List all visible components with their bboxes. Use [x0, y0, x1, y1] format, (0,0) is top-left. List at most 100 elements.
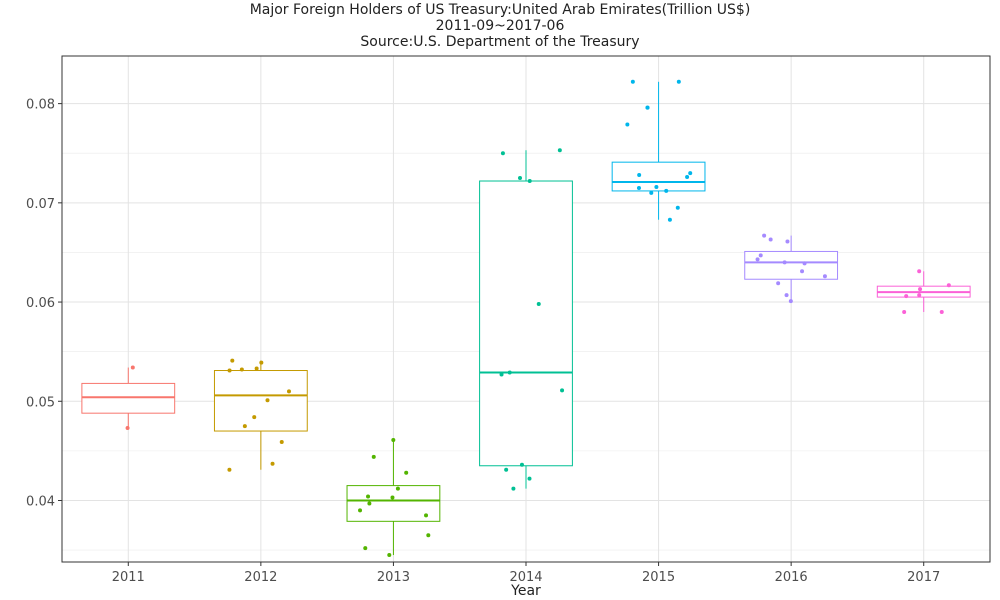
data-point — [230, 358, 235, 363]
y-tick-label: 0.06 — [26, 296, 55, 311]
chart-title: Major Foreign Holders of US Treasury:Uni… — [249, 2, 751, 18]
data-point — [917, 293, 922, 298]
data-point — [227, 467, 232, 472]
data-point — [366, 494, 371, 499]
data-point — [768, 237, 773, 242]
data-point — [918, 287, 923, 292]
box-iqr — [479, 180, 573, 467]
data-point — [636, 185, 641, 190]
data-point — [800, 269, 805, 274]
data-point — [426, 533, 431, 538]
x-tick-label: 2013 — [377, 570, 410, 585]
x-tick-label: 2017 — [907, 570, 940, 585]
box-2017 — [876, 271, 971, 312]
data-point — [259, 360, 264, 365]
data-point — [902, 309, 907, 314]
box-2011 — [81, 367, 176, 429]
data-point — [265, 398, 270, 403]
data-point — [227, 368, 232, 373]
data-point — [358, 508, 363, 513]
data-point — [125, 426, 130, 431]
data-point — [504, 467, 509, 472]
boxes — [81, 81, 971, 556]
data-point — [363, 546, 368, 551]
data-point — [784, 293, 789, 298]
data-point — [762, 233, 767, 238]
data-point — [239, 367, 244, 372]
data-point — [904, 294, 909, 299]
data-point — [391, 437, 396, 442]
data-point — [519, 462, 524, 467]
x-tick-label: 2014 — [509, 570, 542, 585]
data-point — [788, 299, 793, 304]
box-2016 — [744, 235, 839, 302]
data-point — [527, 179, 532, 184]
data-point — [242, 424, 247, 429]
chart-titles: Major Foreign Holders of US Treasury:Uni… — [0, 2, 1000, 50]
data-point — [645, 105, 650, 110]
axes: 0.04 0.05 0.06 0.07 0.08 2011 2012 2013 2014 2015… — [26, 98, 940, 585]
data-point — [252, 415, 257, 420]
data-point — [625, 122, 630, 127]
data-point — [776, 281, 781, 286]
data-point — [675, 205, 680, 210]
data-point — [286, 389, 291, 394]
data-point — [939, 309, 944, 314]
x-axis-title: Year — [510, 583, 541, 599]
data-point — [395, 486, 400, 491]
data-point — [536, 302, 541, 307]
data-point — [630, 79, 635, 84]
data-point — [758, 253, 763, 258]
points — [125, 79, 951, 558]
data-point — [270, 461, 275, 466]
data-point — [685, 175, 690, 180]
data-point — [507, 370, 512, 375]
data-point — [557, 148, 562, 153]
box-2014 — [479, 150, 573, 489]
data-point — [946, 283, 951, 288]
y-tick-label: 0.04 — [26, 494, 55, 509]
x-tick-label: 2016 — [775, 570, 808, 585]
data-point — [279, 439, 284, 444]
chart-subtitle: 2011-09~2017-06 — [435, 18, 565, 34]
data-point — [404, 470, 409, 475]
data-point — [499, 372, 504, 377]
data-point — [676, 79, 681, 84]
data-point — [664, 188, 669, 193]
x-tick-label: 2015 — [642, 570, 675, 585]
x-tick-label: 2011 — [112, 570, 145, 585]
data-point — [367, 501, 372, 506]
data-point — [654, 184, 659, 189]
data-point — [387, 553, 392, 558]
data-point — [254, 366, 259, 371]
data-point — [560, 388, 565, 393]
y-tick-label: 0.08 — [26, 98, 55, 113]
data-point — [782, 260, 787, 265]
data-point — [917, 269, 922, 274]
data-point — [802, 261, 807, 266]
data-point — [511, 486, 516, 491]
data-point — [390, 495, 395, 500]
data-point — [424, 513, 429, 518]
data-point — [637, 173, 642, 178]
data-point — [527, 476, 532, 481]
data-point — [688, 171, 693, 176]
chart-source: Source:U.S. Department of the Treasury — [360, 34, 640, 50]
box-2012 — [213, 360, 308, 470]
data-point — [500, 151, 505, 156]
data-point — [667, 217, 672, 222]
data-point — [785, 239, 790, 244]
y-tick-label: 0.07 — [26, 197, 55, 212]
box-iqr — [213, 370, 308, 432]
data-point — [755, 257, 760, 262]
data-point — [130, 365, 135, 370]
data-point — [518, 176, 523, 181]
data-point — [649, 190, 654, 195]
data-point — [371, 454, 376, 459]
box-2015 — [611, 81, 706, 220]
data-point — [822, 274, 827, 279]
y-tick-label: 0.05 — [26, 395, 55, 410]
x-tick-label: 2012 — [244, 570, 277, 585]
